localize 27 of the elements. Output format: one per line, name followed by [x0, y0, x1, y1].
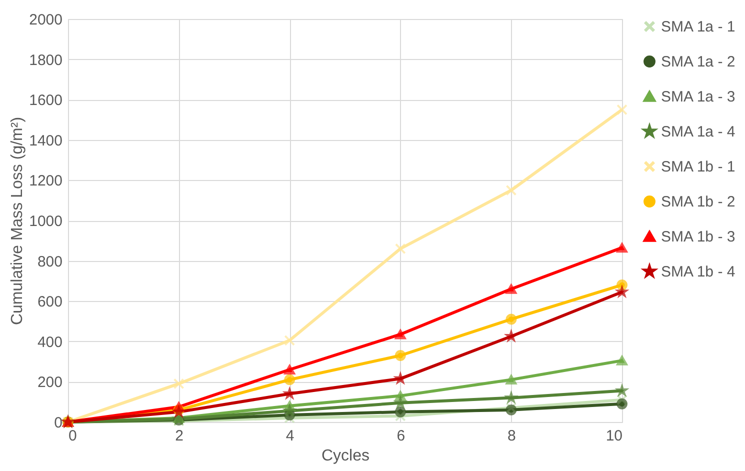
x-tick-label: 2	[175, 428, 184, 444]
y-tick-label: 1200	[29, 172, 62, 190]
legend-label: SMA 1a - 2	[661, 54, 736, 70]
legend-label: SMA 1b - 4	[661, 264, 736, 280]
x-tick-label: 8	[508, 428, 516, 444]
legend-label: SMA 1b - 1	[661, 158, 736, 176]
legend-label: SMA 1b - 2	[661, 194, 736, 210]
y-tick-label: 0	[54, 414, 62, 432]
y-tick-label: 600	[37, 294, 62, 311]
x-tick-label: 10	[606, 428, 622, 444]
y-tick-label: 1000	[29, 213, 62, 230]
legend-label: SMA 1a - 3	[661, 88, 736, 106]
legend-label: SMA 1a - 4	[661, 124, 736, 140]
legend-label: SMA 1b - 3	[661, 228, 736, 246]
x-axis-title: Cycles	[321, 448, 370, 464]
x-tick-label: 6	[396, 428, 406, 444]
x-tick-label: 4	[286, 428, 294, 444]
y-tick-label: 400	[37, 334, 62, 351]
legend-label: SMA 1a - 1	[661, 18, 736, 36]
y-tick-label: 200	[37, 374, 62, 392]
x-tick-label: 0	[68, 428, 77, 444]
y-tick-label: 1600	[29, 92, 62, 110]
y-axis-title: Cumulative Mass Loss (g/m²)	[9, 116, 26, 326]
y-tick-label: 800	[37, 253, 62, 270]
y-tick-label: 1400	[29, 132, 62, 150]
y-tick-label: 1800	[29, 52, 62, 69]
y-tick-label: 2000	[29, 12, 62, 28]
